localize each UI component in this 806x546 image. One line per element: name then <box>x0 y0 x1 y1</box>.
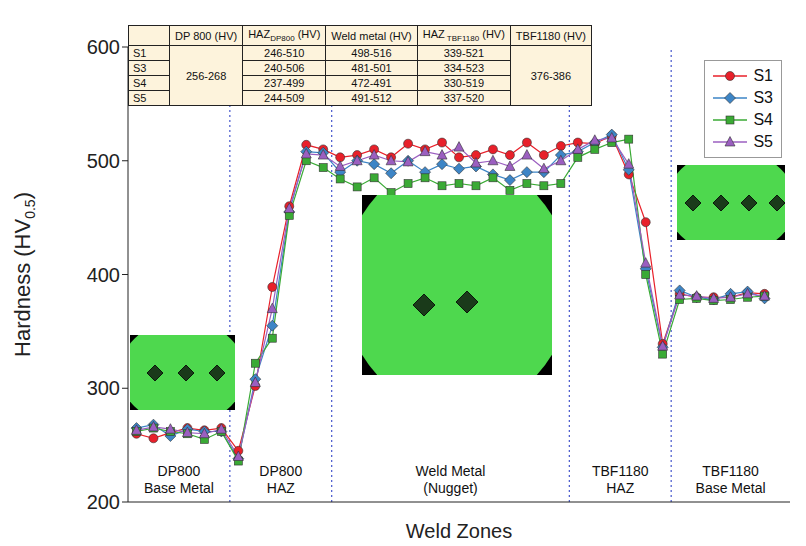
html-text:240-506: 240-506 <box>264 62 305 75</box>
html-text:S5: S5 <box>753 133 773 150</box>
html-text:TBF1180 (HV): TBF1180 (HV) <box>515 29 586 42</box>
svg-text:TBF1180HAZ: TBF1180HAZ <box>592 463 649 496</box>
svg-text:DP800Base Metal: DP800Base Metal <box>144 463 214 496</box>
html-text:HAZDP800(HV): HAZDP800(HV) <box>248 28 321 44</box>
html-text:S1: S1 <box>753 67 773 84</box>
svg-text:300: 300 <box>87 377 120 399</box>
svg-text:Weld Metal(Nugget): Weld Metal(Nugget) <box>416 463 486 496</box>
html-text:S3: S3 <box>753 89 773 106</box>
html-text:256-268: 256-268 <box>185 69 227 82</box>
html-text:S1: S1 <box>133 47 147 60</box>
svg-text:Hardness (HV0.5): Hardness (HV0.5) <box>10 192 38 357</box>
html-text:HAZTBF1180(HV): HAZTBF1180(HV) <box>422 28 505 44</box>
html-text:S3: S3 <box>133 62 147 75</box>
html-text:237-499: 237-499 <box>264 77 305 90</box>
html-text:498-516: 498-516 <box>351 47 392 60</box>
html-text:S5: S5 <box>133 92 147 105</box>
html-text:491-512: 491-512 <box>351 92 392 105</box>
svg-text:400: 400 <box>87 264 120 286</box>
svg-text:DP800HAZ: DP800HAZ <box>259 463 302 496</box>
html-text:S4: S4 <box>753 111 773 128</box>
html-text:330-519: 330-519 <box>443 77 484 90</box>
html-text:376-386: 376-386 <box>530 69 572 82</box>
html-text:339-521: 339-521 <box>443 47 484 60</box>
svg-text:600: 600 <box>87 36 120 58</box>
html-text:246-510: 246-510 <box>264 47 305 60</box>
html-text:481-501: 481-501 <box>351 62 392 75</box>
html-text:DP 800 (HV): DP 800 (HV) <box>175 29 238 42</box>
html-text:337-520: 337-520 <box>443 92 484 105</box>
html-text:Weld metal (HV): Weld metal (HV) <box>331 29 412 42</box>
html-text:472-491: 472-491 <box>351 77 392 90</box>
svg-text:500: 500 <box>87 150 120 172</box>
html-text:S4: S4 <box>133 77 147 90</box>
svg-text:Weld Zones: Weld Zones <box>406 520 512 542</box>
svg-text:200: 200 <box>87 491 120 513</box>
html-text:244-509: 244-509 <box>264 92 305 105</box>
svg-text:TBF1180Base Metal: TBF1180Base Metal <box>696 463 766 496</box>
html-text:334-523: 334-523 <box>443 62 484 75</box>
